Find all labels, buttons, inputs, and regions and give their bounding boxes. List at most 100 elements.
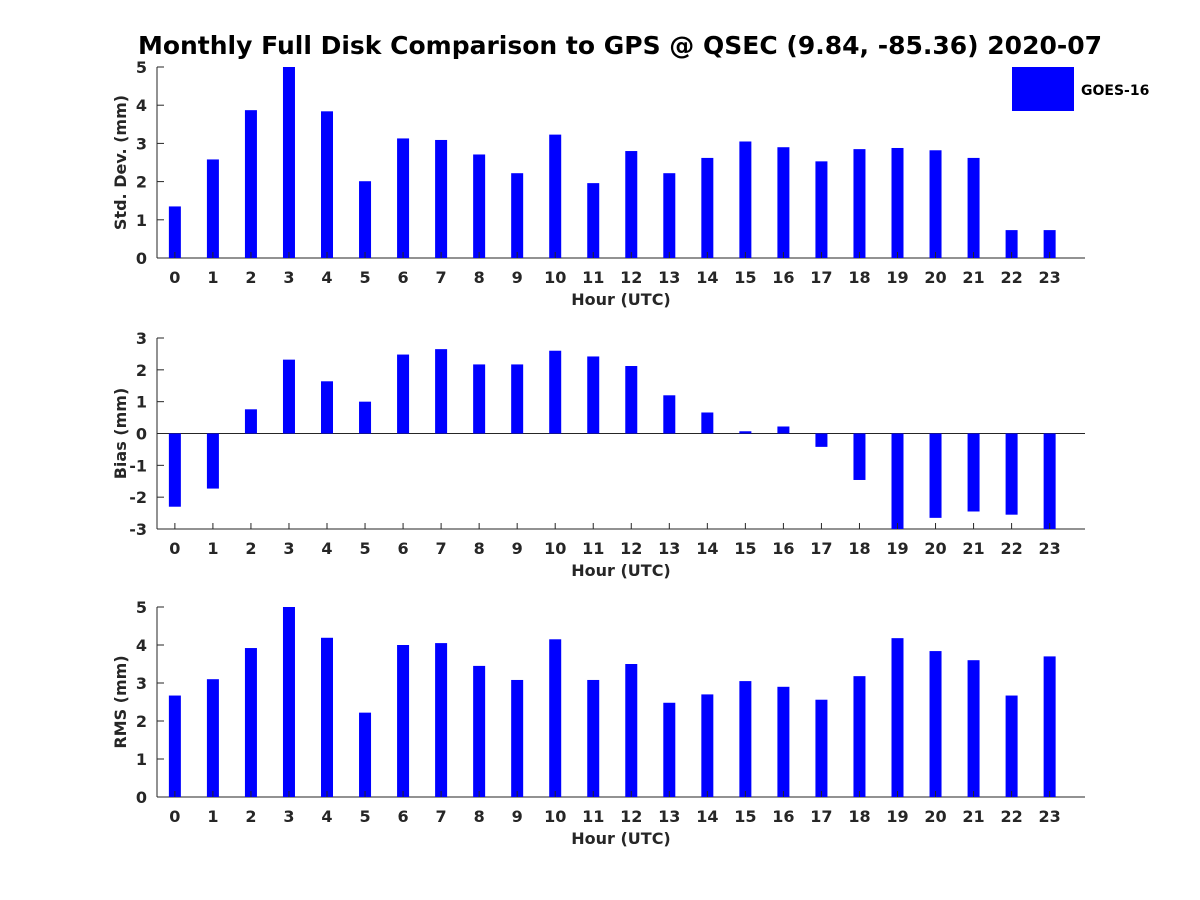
x-tick-label: 14 [696,268,718,287]
y-tick-label: 5 [136,58,147,77]
x-tick-label: 9 [512,539,523,558]
bar-rms-23 [1043,656,1056,797]
bar-rms-1 [206,679,219,797]
x-axis-label: Hour (UTC) [571,829,671,848]
x-tick-label: 1 [207,268,218,287]
x-tick-label: 19 [886,268,908,287]
bar-bias-8 [473,364,486,434]
x-tick-label: 12 [620,807,642,826]
bar-bias-17 [815,433,828,447]
x-tick-label: 3 [283,807,294,826]
y-tick-label: 5 [136,598,147,617]
x-tick-label: 15 [734,268,756,287]
x-tick-label: 14 [696,807,718,826]
bar-bias-0 [168,433,181,507]
chart-title: Monthly Full Disk Comparison to GPS @ QS… [138,31,1102,60]
bar-bias-19 [891,433,904,529]
x-tick-label: 17 [810,807,832,826]
y-tick-label: 3 [136,329,147,348]
x-tick-label: 12 [620,539,642,558]
bar-std-dev-2 [244,110,257,258]
bar-rms-8 [473,665,486,797]
x-tick-label: 18 [848,268,870,287]
x-tick-label: 1 [207,539,218,558]
bar-rms-7 [435,643,448,797]
bar-bias-2 [244,409,257,434]
y-tick-label: 3 [136,674,147,693]
y-tick-label: 4 [136,636,147,655]
bar-std-dev-10 [549,134,562,258]
bar-std-dev-4 [321,111,334,258]
x-tick-label: 16 [772,268,794,287]
x-tick-label: 11 [582,807,604,826]
bar-std-dev-6 [397,138,410,258]
x-tick-label: 15 [734,807,756,826]
bar-std-dev-21 [967,157,980,258]
bar-rms-20 [929,651,942,797]
x-tick-label: 17 [810,539,832,558]
bar-bias-10 [549,350,562,434]
x-tick-label: 19 [886,539,908,558]
bar-rms-18 [853,676,866,797]
y-tick-label: 1 [136,750,147,769]
x-tick-label: 0 [169,807,180,826]
bar-std-dev-20 [929,150,942,258]
bar-std-dev-19 [891,147,904,258]
y-tick-label: 4 [136,96,147,115]
y-tick-label: 2 [136,712,147,731]
y-tick-label: 3 [136,134,147,153]
x-tick-label: 3 [283,539,294,558]
x-tick-label: 21 [962,268,984,287]
y-tick-label: 1 [136,211,147,230]
y-tick-label: 2 [136,173,147,192]
x-tick-label: 9 [512,807,523,826]
bar-bias-13 [663,395,676,434]
x-tick-label: 10 [544,807,566,826]
bar-rms-13 [663,702,676,797]
x-tick-label: 5 [359,539,370,558]
bar-std-dev-7 [435,139,448,258]
bar-rms-19 [891,638,904,797]
x-tick-label: 10 [544,268,566,287]
x-tick-label: 4 [321,807,332,826]
x-tick-label: 17 [810,268,832,287]
x-tick-label: 4 [321,539,332,558]
bar-bias-18 [853,433,866,480]
bar-rms-12 [625,664,638,797]
bar-std-dev-3 [282,67,295,258]
x-tick-label: 15 [734,539,756,558]
bar-bias-11 [587,356,600,434]
x-tick-label: 20 [924,807,946,826]
bar-rms-16 [777,686,790,797]
x-tick-label: 8 [474,807,485,826]
bar-rms-3 [282,607,295,797]
x-tick-label: 23 [1038,268,1060,287]
x-tick-label: 10 [544,539,566,558]
x-tick-label: 5 [359,807,370,826]
bar-rms-4 [321,637,334,797]
legend-label-goes-16: GOES-16 [1081,83,1149,99]
bar-bias-7 [435,349,448,434]
bar-rms-2 [244,648,257,797]
bar-bias-16 [777,426,790,434]
x-tick-label: 6 [398,268,409,287]
bar-bias-15 [739,431,752,434]
y-axis-label: Bias (mm) [111,388,130,480]
bar-rms-6 [397,645,410,797]
bar-bias-21 [967,433,980,512]
x-tick-label: 13 [658,268,680,287]
x-tick-label: 18 [848,807,870,826]
x-tick-label: 16 [772,539,794,558]
y-tick-label: 0 [136,788,147,807]
x-tick-label: 23 [1038,807,1060,826]
x-tick-label: 22 [1000,807,1022,826]
y-tick-label: -2 [129,488,147,507]
x-tick-label: 21 [962,539,984,558]
x-tick-label: 14 [696,539,718,558]
x-tick-label: 9 [512,268,523,287]
x-tick-label: 5 [359,268,370,287]
bar-std-dev-16 [777,147,790,258]
bar-bias-1 [206,433,219,489]
